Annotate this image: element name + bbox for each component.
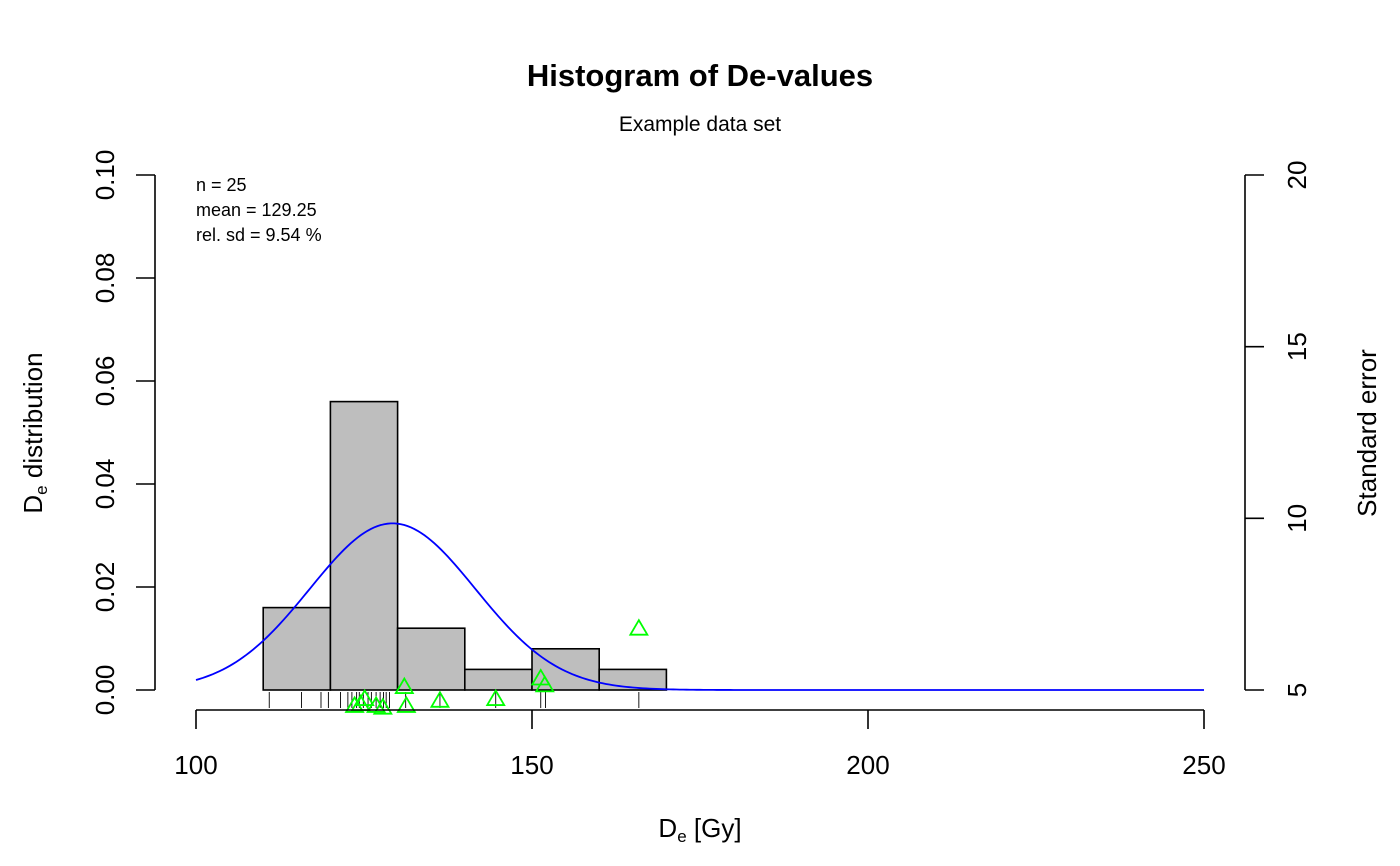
y2-tick-label: 20 [1282, 161, 1312, 190]
y-tick-label: 0.08 [90, 253, 120, 304]
x-axis: 100 150 200 250 [174, 709, 1226, 780]
chart-title: Histogram of De-values [527, 58, 873, 93]
y-axis-label: De distribution [18, 352, 51, 513]
y-tick-label: 0.00 [90, 665, 120, 716]
stats-box: n = 25 mean = 129.25 rel. sd = 9.54 % [196, 175, 322, 245]
chart-subtitle: Example data set [619, 113, 781, 136]
normal-curve [195, 522, 1204, 691]
histogram-bar-4 [463, 668, 533, 691]
standard-error-point [429, 690, 451, 708]
stat-mean: mean = 129.25 [196, 200, 317, 220]
y2-axis-label: Standard error [1352, 349, 1382, 517]
y-tick-label: 0.04 [90, 459, 120, 510]
normal-curve-group [195, 522, 1204, 691]
standard-error-point [485, 688, 506, 706]
y2-tick-label: 10 [1282, 504, 1312, 533]
y-tick-label: 0.02 [90, 562, 120, 613]
standard-error-point [394, 676, 415, 694]
histogram-bars [262, 400, 668, 691]
stat-n: n = 25 [196, 175, 247, 195]
standard-error-point [396, 695, 417, 713]
histogram-bar-3 [396, 627, 466, 691]
standard-error-point [372, 697, 393, 715]
y2-tick-label: 5 [1282, 683, 1312, 697]
histogram-bar-1 [262, 606, 332, 691]
x-tick-label: 200 [846, 750, 889, 780]
y-axis-right: 5 10 15 20 [1244, 161, 1312, 697]
histogram-bar-2 [329, 400, 399, 691]
x-tick-label: 250 [1182, 750, 1225, 780]
standard-error-point [354, 688, 375, 706]
y-axis-left: 0.00 0.02 0.04 0.06 0.08 0.10 [90, 150, 156, 716]
histogram-bar-5 [531, 647, 600, 691]
y-tick-label: 0.06 [90, 356, 120, 407]
stat-rel-sd: rel. sd = 9.54 % [196, 225, 322, 245]
x-axis-label: De [Gy] [658, 813, 741, 846]
x-tick-label: 100 [174, 750, 217, 780]
y-tick-label: 0.10 [90, 150, 120, 201]
standard-error-points [344, 618, 649, 715]
x-tick-label: 150 [510, 750, 553, 780]
standard-error-point [628, 618, 649, 636]
y2-tick-label: 15 [1282, 332, 1312, 361]
standard-error-point [534, 675, 555, 693]
rug-ticks [268, 692, 640, 708]
